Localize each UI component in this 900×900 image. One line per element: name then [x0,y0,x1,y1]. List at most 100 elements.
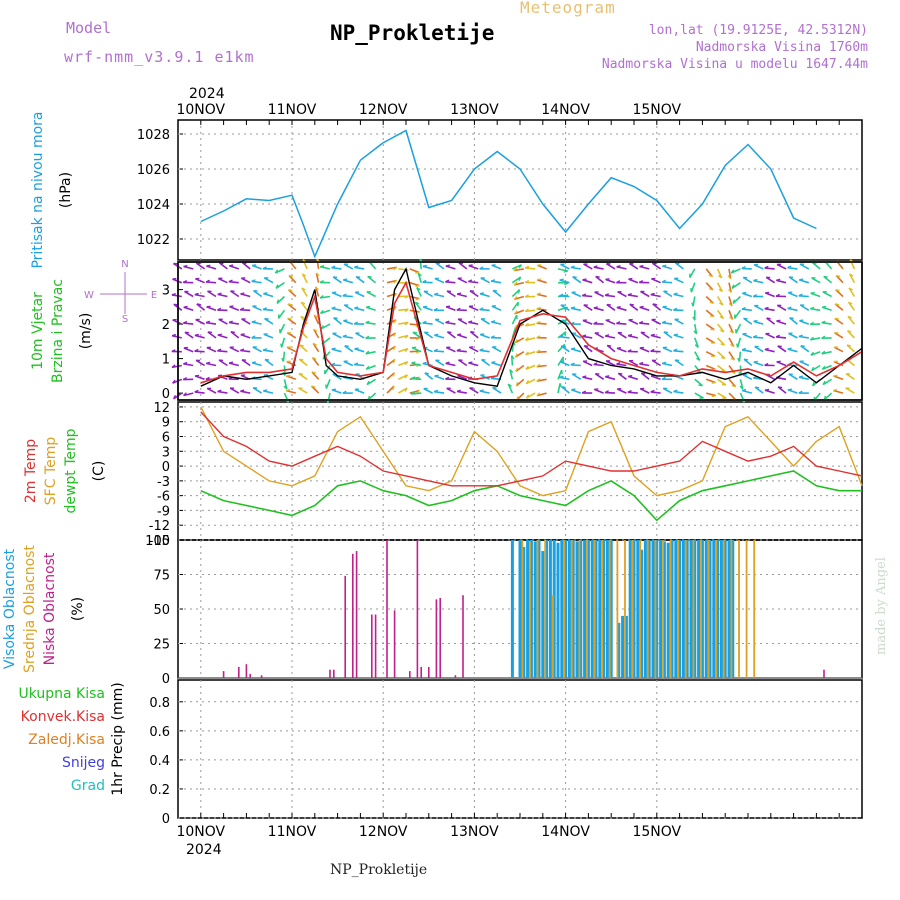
wind-arrow [690,282,696,293]
wind-arrow [252,305,262,312]
wind-arrow [301,273,308,284]
wind-arrow [409,309,420,313]
wind-arrow [218,359,228,367]
wind-arrow-head [673,292,678,295]
wind-arrow [491,321,502,325]
wind-arrow-head [342,293,347,297]
wind-arrow [811,277,821,284]
wind-arrow-head [517,289,521,294]
wind-arrow-head [593,265,598,268]
wind-arrow-head [458,262,464,265]
wind-arrow [582,279,593,284]
wind-arrow [846,330,855,339]
wind-arrow-head [404,374,408,379]
wind-arrow-head [775,293,780,297]
wind-arrow [605,319,616,325]
y-tick-label: 0 [162,672,170,687]
wind-arrow [332,332,342,339]
wind-arrow-head [753,360,758,363]
wind-arrow [195,262,206,270]
wind-arrow [365,350,376,355]
wind-arrow-head [628,277,633,280]
wind-arrow [409,281,420,287]
wind-arrow-head [206,305,211,308]
wind-arrow-head [559,383,562,388]
wind-arrow-head [604,334,610,337]
wind-arrow [511,301,519,311]
wind-arrow [457,277,468,284]
wind-arrow [705,337,716,344]
wind-arrow [342,335,353,339]
wind-arrow [195,359,206,367]
wind-arrow-head [253,289,258,292]
wind-arrow-head [708,288,714,291]
wind-arrow [662,362,673,367]
wind-arrow [694,323,698,335]
y-tick-label: 1022 [137,233,170,248]
wind-arrow-head [491,361,496,364]
wind-arrow [434,375,445,381]
wind-arrow [416,287,422,297]
wind-arrow-head [639,361,644,365]
wind-arrow-head [563,331,567,336]
wind-arrow-head [604,390,609,394]
page-title: NP_Prokletije [330,21,495,45]
wind-arrow-head [582,319,587,322]
wind-arrow-head [690,287,693,293]
high-cloud-bar [522,546,526,678]
wind-arrow-head [468,264,473,267]
wind-arrow-head [228,279,233,283]
wind-arrow [386,266,398,270]
wind-arrow [411,392,422,395]
wind-arrow [754,304,764,312]
mid-cloud-bar [684,540,687,678]
wind-arrow-head [741,265,746,270]
wind-arrow [673,350,684,353]
wind-arrow-head [433,307,438,311]
wind-arrow [582,360,593,367]
wind-arrow [705,309,715,318]
low-cloud-bar [386,540,388,678]
wind-arrow-head [652,303,657,306]
wind-arrow-head [536,378,541,382]
wind-arrow-head [728,289,732,293]
wind-arrow-head [422,305,428,308]
wind-arrow-head [404,321,409,326]
wind-arrow [594,373,605,380]
wind-arrow [822,378,833,386]
wind-arrow [333,317,342,325]
wind-arrow-head [194,292,199,296]
mid-cloud-bar [631,540,634,678]
wind-arrow [810,350,821,357]
wind-arrow-head [287,303,293,306]
model-label: Model [66,19,112,37]
wind-arrow-head [344,345,349,347]
wind-arrow-head [729,316,734,321]
wind-arrow-head [571,388,576,391]
y-tick-label: 3 [162,284,170,299]
wind-arrow [435,359,445,367]
wind-arrow [343,319,354,325]
mid-cloud-bar [578,540,581,678]
wind-arrow-head [848,287,853,291]
wind-arrow [446,290,456,298]
wind-arrow-head [711,395,717,398]
wind-arrow [604,391,616,394]
low-cloud-bar [454,675,457,678]
wind-arrow-head [275,284,279,289]
high-cloud-bar [624,615,628,678]
wind-arrow-head [435,262,440,265]
wind-arrow [285,389,297,394]
wind-arrow [799,360,810,367]
wind-arrow [491,305,502,312]
high-cloud-bar [723,540,727,678]
mid-cloud-bar [753,540,756,678]
wind-arrow [510,355,514,366]
wind-arrow [674,318,684,325]
wind-arrow-head [764,306,769,310]
wind-arrow [398,334,409,339]
wind-arrow [847,301,856,311]
wind-arrow-head [662,361,667,365]
wind-arrow [434,334,445,339]
high-cloud-bar [704,540,708,678]
